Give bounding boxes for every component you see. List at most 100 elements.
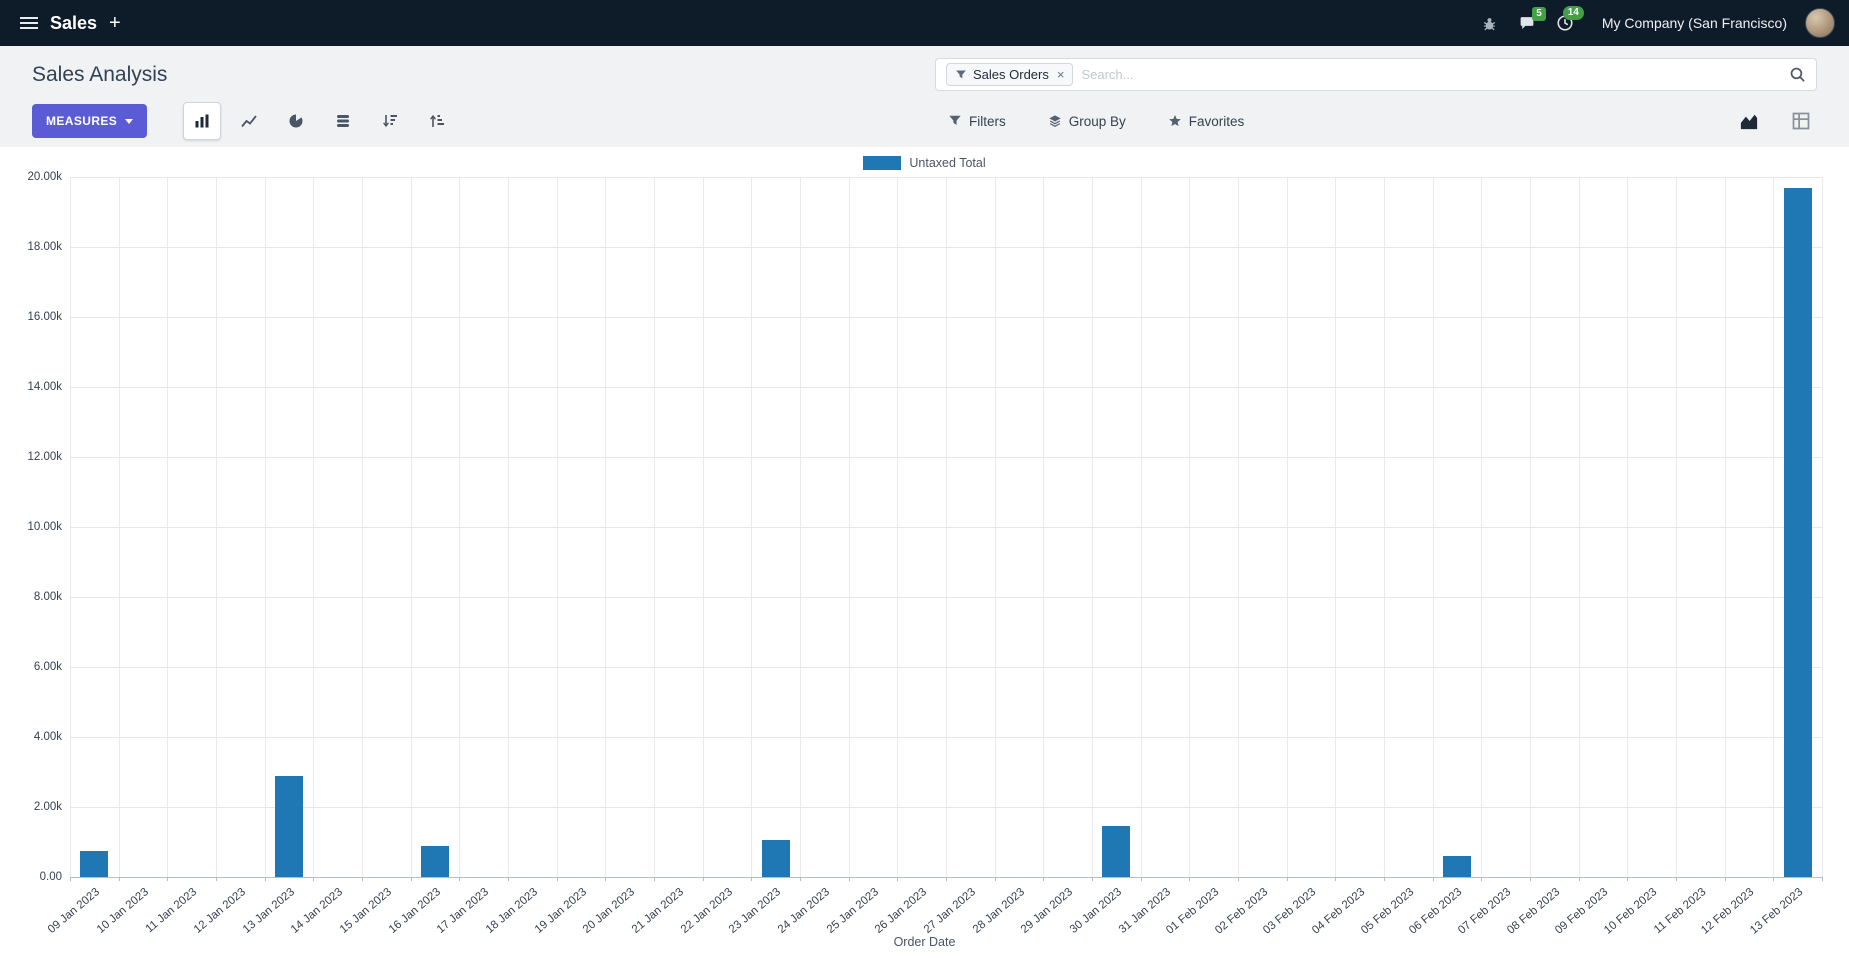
x-tick	[800, 877, 801, 881]
pivot-view-button[interactable]	[1789, 109, 1813, 133]
sort-ascending-button[interactable]	[418, 102, 456, 140]
bar[interactable]	[275, 775, 303, 877]
gridline-h	[70, 807, 1822, 808]
activities-button[interactable]: 14	[1552, 6, 1584, 36]
search-facet[interactable]: Sales Orders ×	[946, 63, 1074, 86]
buttons-row: MEASURES	[0, 95, 1849, 147]
x-tick-label: 23 Jan 2023	[727, 886, 784, 936]
x-tick-label: 28 Jan 2023	[970, 886, 1027, 936]
company-switcher[interactable]: My Company (San Francisco)	[1601, 15, 1787, 31]
x-tick	[1578, 877, 1580, 881]
x-tick-label: 21 Jan 2023	[629, 886, 687, 936]
x-tick-label: 13 Feb 2023	[1748, 886, 1806, 937]
stacked-icon	[335, 113, 351, 129]
bar-chart-button[interactable]	[183, 102, 222, 140]
title-row: Sales Analysis Sales Orders ×	[0, 46, 1849, 95]
search-options: Filters Group By Favorites	[942, 113, 1250, 130]
x-tick	[1724, 877, 1726, 881]
x-tick-label: 20 Jan 2023	[581, 886, 638, 936]
pie-chart-button[interactable]	[277, 102, 315, 140]
search-bar[interactable]: Sales Orders ×	[935, 58, 1817, 91]
filters-label: Filters	[969, 113, 1006, 129]
activities-badge: 14	[1562, 6, 1584, 20]
filter-icon	[955, 69, 967, 81]
pie-chart-icon	[288, 113, 304, 129]
apps-menu-button[interactable]	[14, 9, 44, 37]
x-tick-label: 06 Feb 2023	[1407, 886, 1465, 937]
y-tick-label: 2.00k	[33, 801, 62, 813]
bar-chart-icon	[194, 113, 210, 129]
line-chart-button[interactable]	[230, 102, 268, 140]
legend-swatch	[863, 156, 902, 170]
x-tick	[994, 877, 996, 881]
view-switcher	[1737, 109, 1813, 133]
top-navbar: Sales + 5	[0, 0, 1849, 46]
filter-icon	[948, 114, 962, 128]
y-tick-label: 10.00k	[27, 521, 62, 533]
bar[interactable]	[1102, 826, 1131, 877]
new-tab-button[interactable]: +	[103, 7, 127, 39]
messages-badge: 5	[1532, 6, 1546, 21]
gridline-h	[70, 737, 1822, 738]
x-tick-label: 14 Jan 2023	[289, 886, 346, 936]
debug-button[interactable]	[1477, 11, 1502, 36]
x-tick	[264, 877, 266, 881]
legend-label: Untaxed Total	[909, 156, 986, 170]
bar[interactable]	[80, 850, 109, 877]
hamburger-icon	[20, 15, 38, 31]
x-tick-label: 11 Jan 2023	[143, 886, 200, 936]
bar[interactable]	[1783, 187, 1812, 877]
caret-down-icon	[125, 118, 134, 124]
x-tick-label: 13 Jan 2023	[240, 886, 297, 936]
y-tick-label: 6.00k	[33, 661, 62, 673]
sort-ascending-icon	[429, 113, 445, 129]
user-avatar[interactable]	[1805, 8, 1835, 38]
star-icon	[1168, 114, 1182, 128]
search-icon[interactable]	[1789, 66, 1806, 83]
x-tick	[459, 877, 461, 881]
x-tick	[215, 877, 217, 881]
x-tick	[1043, 877, 1045, 881]
x-tick-label: 29 Jan 2023	[1019, 886, 1076, 936]
gridline-h	[70, 527, 1822, 528]
messages-button[interactable]: 5	[1514, 6, 1546, 36]
chart-container: Untaxed Total 0.00 2.00k 4.00k 6.00k 8.00k 10…	[0, 147, 1849, 949]
x-tick	[1335, 877, 1337, 881]
x-tick-label: 30 Jan 2023	[1067, 886, 1125, 936]
sort-descending-icon	[382, 113, 398, 129]
layers-icon	[1048, 114, 1062, 128]
bar[interactable]	[421, 845, 449, 877]
search-input[interactable]	[1073, 67, 1789, 82]
x-tick	[1092, 877, 1093, 881]
x-tick	[1481, 877, 1483, 881]
x-tick	[361, 877, 363, 881]
measures-button[interactable]: MEASURES	[32, 104, 148, 138]
bar[interactable]	[1442, 856, 1471, 877]
remove-facet-button[interactable]: ×	[1056, 67, 1065, 82]
chart-legend[interactable]: Untaxed Total	[0, 147, 1849, 177]
x-tick	[1189, 877, 1191, 881]
x-tick-label: 26 Jan 2023	[873, 886, 930, 936]
x-tick	[653, 877, 655, 881]
y-tick-label: 20.00k	[27, 171, 62, 183]
y-tick-label: 16.00k	[27, 311, 62, 323]
gridline-h	[70, 597, 1822, 598]
favorites-button[interactable]: Favorites	[1162, 113, 1251, 130]
x-tick	[70, 877, 71, 881]
bar[interactable]	[761, 840, 790, 877]
y-tick-label: 14.00k	[27, 381, 62, 393]
measures-label: MEASURES	[46, 114, 118, 128]
filters-button[interactable]: Filters	[942, 113, 1012, 130]
sort-descending-button[interactable]	[371, 102, 409, 140]
x-tick-label: 12 Feb 2023	[1699, 886, 1757, 937]
x-tick-label: 10 Feb 2023	[1602, 886, 1660, 937]
group-by-button[interactable]: Group By	[1042, 113, 1132, 130]
x-tick	[1237, 877, 1239, 881]
y-tick-label: 0.00	[39, 871, 62, 883]
y-tick-label: 8.00k	[33, 591, 62, 603]
app-name[interactable]: Sales	[50, 12, 98, 33]
graph-view-button[interactable]	[1737, 109, 1761, 133]
stacked-toggle-button[interactable]	[324, 102, 362, 140]
gridline-v	[1822, 177, 1823, 877]
gridline-h	[70, 387, 1822, 388]
